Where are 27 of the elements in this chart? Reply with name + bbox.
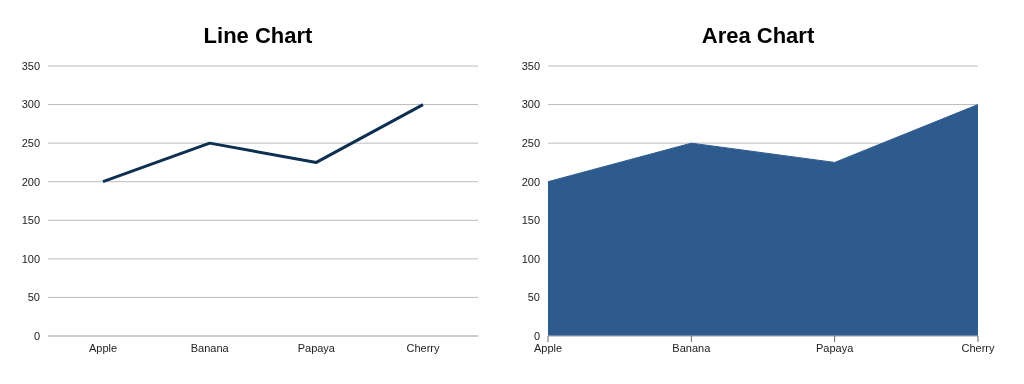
y-tick-label: 250 <box>21 137 40 150</box>
y-tick-label: 0 <box>533 329 540 342</box>
chart-title: Line Chart <box>202 22 314 50</box>
y-tick-label: 50 <box>27 291 40 304</box>
y-tick-label: 0 <box>33 329 40 342</box>
x-tick-label: Cherry <box>961 341 995 354</box>
y-tick-label: 150 <box>21 214 40 227</box>
y-tick-label: 250 <box>521 137 540 150</box>
y-tick-label: 150 <box>521 214 540 227</box>
line-series <box>101 103 425 184</box>
x-tick-label: Apple <box>533 341 563 354</box>
y-tick-label: 200 <box>21 175 40 188</box>
y-tick-label: 100 <box>521 252 540 265</box>
y-tick-label: 200 <box>521 175 540 188</box>
x-tick-label: Cherry <box>406 341 440 354</box>
chart-title: Area Chart <box>700 22 816 50</box>
y-tick-label: 350 <box>521 59 540 72</box>
y-tick-label: 300 <box>521 98 540 111</box>
y-tick-label: 300 <box>21 98 40 111</box>
x-tick-label: Banana <box>672 341 712 354</box>
y-tick-label: 350 <box>21 59 40 72</box>
y-tick-label: 100 <box>21 252 40 265</box>
x-tick-label: Papaya <box>816 341 855 354</box>
y-tick-label: 50 <box>527 291 540 304</box>
x-tick-label: Banana <box>190 341 230 354</box>
x-tick-label: Papaya <box>297 341 336 354</box>
x-tick-label: Apple <box>88 341 118 354</box>
